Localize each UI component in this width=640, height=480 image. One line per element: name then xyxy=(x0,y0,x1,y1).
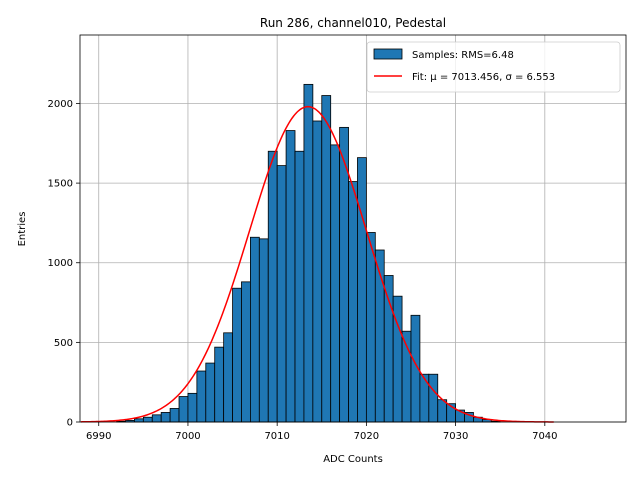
x-axis-ticks: 6990 7000 7010 7020 7030 7040 xyxy=(86,422,558,442)
histogram-bar xyxy=(178,396,189,423)
histogram-bar xyxy=(312,120,323,423)
histogram-bar xyxy=(258,238,269,423)
histogram-bar xyxy=(205,362,216,423)
histogram-bar xyxy=(241,281,251,423)
y-axis-label: Entries xyxy=(17,212,28,247)
x-axis-label: ADC Counts xyxy=(323,454,383,465)
x-tick-label: 7000 xyxy=(175,431,200,442)
x-tick-label: 7020 xyxy=(354,431,379,442)
legend-box xyxy=(366,41,621,93)
histogram-bar xyxy=(142,416,153,423)
x-tick-label: 7040 xyxy=(532,431,557,442)
legend-label-samples: Samples: RMS=6.48 xyxy=(412,50,514,61)
histogram-bars xyxy=(116,83,501,423)
fit-curve-layer xyxy=(80,105,554,423)
legend-label-fit: Fit: μ = 7013.456, σ = 6.553 xyxy=(412,72,555,83)
histogram-bar xyxy=(267,150,278,423)
histogram-bar xyxy=(232,287,242,423)
histogram-bar xyxy=(214,346,225,423)
chart-title: Run 286, channel010, Pedestal xyxy=(260,16,446,30)
histogram-bar xyxy=(365,232,376,423)
histogram-bar xyxy=(276,165,287,423)
histogram-bar xyxy=(303,83,314,423)
histogram-bar xyxy=(330,144,341,423)
fit-curve xyxy=(80,105,554,423)
plot-frame xyxy=(79,34,627,423)
histogram-bar xyxy=(294,150,305,423)
y-axis-ticks: 0 500 1000 1500 2000 xyxy=(48,99,80,429)
histogram-bar xyxy=(419,373,430,423)
histogram-bar xyxy=(134,418,144,423)
histogram-bar xyxy=(383,275,394,423)
legend-swatch-samples xyxy=(373,48,403,60)
y-tick-label: 500 xyxy=(54,338,73,349)
legend: Samples: RMS=6.48 Fit: μ = 7013.456, σ =… xyxy=(366,41,621,93)
histogram-bar xyxy=(160,412,171,423)
histogram-bar xyxy=(348,181,358,423)
y-tick-label: 1000 xyxy=(48,258,73,269)
histogram-bar xyxy=(437,399,448,423)
y-tick-label: 2000 xyxy=(48,99,73,110)
histogram-bar xyxy=(285,130,296,423)
histogram-bar xyxy=(151,414,162,423)
histogram-bar xyxy=(169,408,180,423)
histogram-bar xyxy=(196,370,207,423)
y-tick-label: 0 xyxy=(67,418,73,429)
x-tick-label: 7030 xyxy=(443,431,468,442)
histogram-bar xyxy=(321,95,332,423)
histogram-bar xyxy=(357,157,367,423)
y-tick-label: 1500 xyxy=(48,179,73,190)
x-tick-label: 7010 xyxy=(264,431,289,442)
x-tick-label: 6990 xyxy=(86,431,111,442)
histogram-bar xyxy=(223,332,233,423)
histogram-bar xyxy=(187,392,198,423)
histogram-bar xyxy=(428,373,439,423)
histogram-bar xyxy=(250,236,260,423)
